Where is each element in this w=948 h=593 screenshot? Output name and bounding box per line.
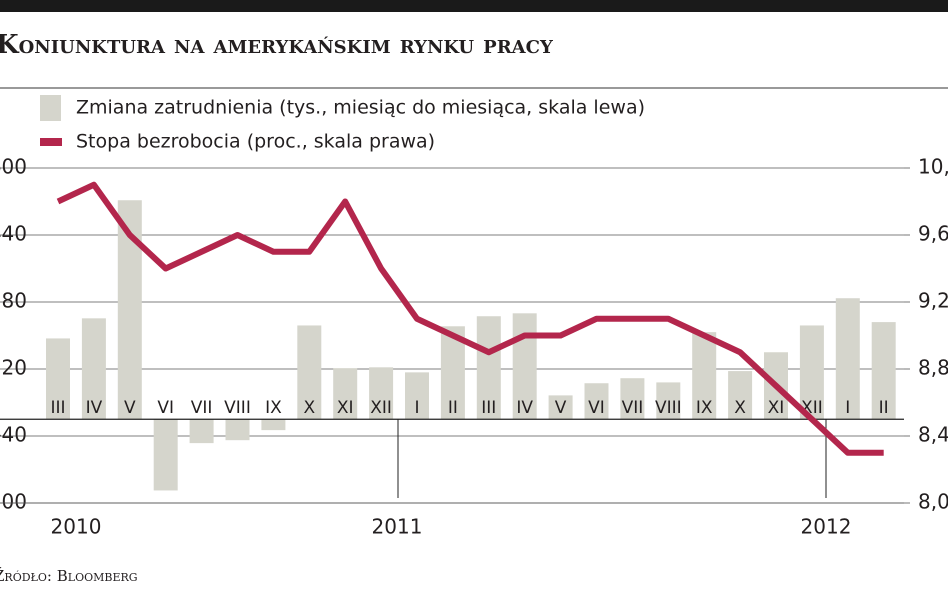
bar	[405, 372, 429, 420]
y-tick-label: 120	[0, 356, 27, 380]
x-tick-label: II	[448, 398, 458, 418]
x-tick-label: III	[481, 398, 496, 418]
x-tick-label: VIII	[655, 398, 682, 418]
x-tick-label: IV	[86, 398, 103, 418]
x-tick-label: VII	[191, 398, 213, 418]
y-tick-label: 600	[0, 155, 27, 179]
legend-label: Stopa bezrobocia (proc., skala prawa)	[76, 131, 435, 153]
x-tick-label: IX	[265, 398, 282, 418]
y2-tick-label: 9,2	[918, 289, 948, 313]
bar	[81, 318, 106, 420]
bar	[153, 419, 178, 491]
bar	[620, 378, 645, 420]
bar	[189, 419, 214, 444]
x-tick-label: VI	[157, 398, 174, 418]
y2-tick-label: 8,4	[918, 423, 948, 447]
bar	[369, 367, 394, 420]
bar	[799, 325, 824, 420]
x-tick-label: V	[124, 398, 136, 418]
bar	[512, 313, 537, 420]
bar	[476, 316, 501, 420]
x-tick-label: VII	[622, 398, 644, 418]
x-tick-label: XI	[337, 398, 354, 418]
y-tick-label: 440	[0, 222, 27, 246]
x-tick-label: XI	[768, 398, 785, 418]
x-tick-label: X	[734, 398, 746, 418]
x-tick-label: I	[414, 398, 419, 418]
y2-tick-label: 8,0	[918, 490, 948, 514]
chart-title: Koniunktura na amerykańskim rynku pracy	[0, 30, 554, 60]
bar	[584, 383, 609, 420]
bar	[656, 382, 681, 420]
bar	[835, 298, 860, 420]
x-tick-label: X	[303, 398, 315, 418]
y2-tick-label: 8,8	[918, 356, 948, 380]
year-label: 2010	[51, 515, 102, 539]
year-label: 2011	[372, 515, 423, 539]
bar	[692, 332, 717, 420]
bar	[261, 419, 286, 431]
y-tick-label: -40	[0, 423, 27, 447]
y-tick-label: -200	[0, 490, 27, 514]
year-label: 2012	[801, 515, 852, 539]
x-tick-label: II	[879, 398, 889, 418]
x-tick-label: IV	[516, 398, 533, 418]
y2-tick-label: 9,6	[918, 222, 948, 246]
bar	[297, 325, 322, 420]
legend-swatch	[40, 95, 61, 121]
y-tick-label: 280	[0, 289, 27, 313]
line	[56, 181, 884, 456]
source: Źródło: Bloomberg	[0, 567, 138, 585]
x-tick-label: VI	[588, 398, 605, 418]
x-tick-label: XII	[370, 398, 392, 418]
bar	[46, 338, 70, 420]
legend-label: Zmiana zatrudnienia (tys., miesiąc do mi…	[76, 97, 645, 119]
y2-tick-label: 10,0	[918, 155, 948, 179]
x-tick-label: IX	[696, 398, 713, 418]
x-tick-label: I	[845, 398, 850, 418]
x-tick-label: III	[50, 398, 65, 418]
x-tick-label: VIII	[224, 398, 251, 418]
bar	[728, 371, 753, 420]
bar	[225, 419, 250, 441]
legend-swatch	[40, 138, 62, 146]
x-tick-label: V	[555, 398, 567, 418]
bar	[548, 395, 573, 420]
top-bar	[0, 0, 948, 12]
bar	[871, 322, 896, 420]
bar	[333, 368, 358, 420]
